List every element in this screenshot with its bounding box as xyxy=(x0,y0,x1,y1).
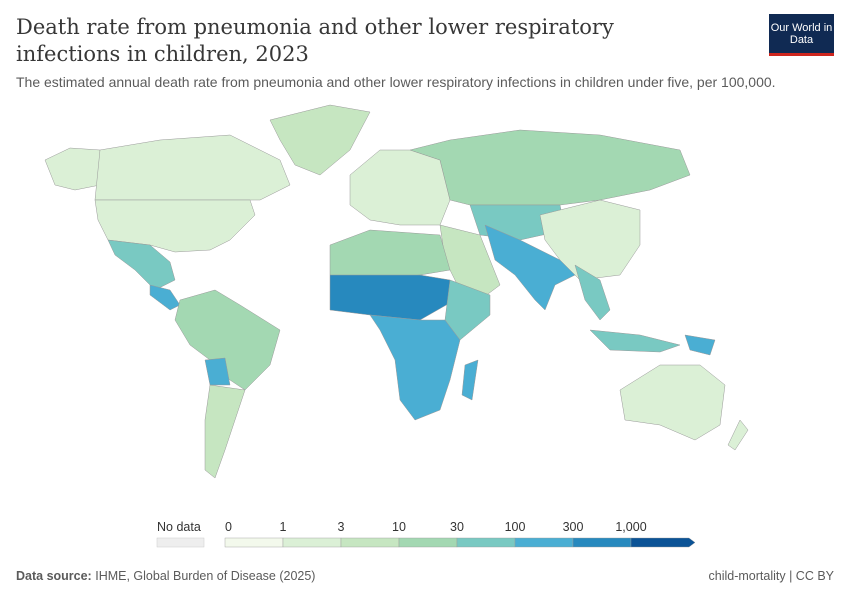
legend-bin[interactable] xyxy=(398,537,458,548)
legend-bin[interactable] xyxy=(340,537,400,548)
legend-tick-label: 0 xyxy=(225,520,232,534)
no-data-label: No data xyxy=(157,520,201,534)
data-source-label: Data source: xyxy=(16,569,92,583)
data-source-text[interactable]: IHME, Global Burden of Disease (2025) xyxy=(95,569,316,583)
region-australia xyxy=(619,364,726,441)
legend-bin[interactable] xyxy=(514,537,574,548)
region-alaska xyxy=(44,147,101,191)
legend-bin[interactable] xyxy=(282,537,342,548)
region-central-america xyxy=(149,284,181,311)
region-new-zealand xyxy=(727,419,749,451)
legend-tick-label: 30 xyxy=(450,520,464,534)
region-usa xyxy=(94,199,256,253)
region-sahel xyxy=(329,274,456,321)
legend-bin[interactable] xyxy=(224,537,284,548)
region-central-africa xyxy=(369,314,461,421)
region-canada xyxy=(94,134,291,201)
legend-bin[interactable] xyxy=(572,537,632,548)
data-source: Data source: IHME, Global Burden of Dise… xyxy=(16,569,315,583)
region-madagascar xyxy=(461,359,479,401)
owid-logo[interactable]: Our World in Data xyxy=(769,14,834,56)
legend-bin[interactable] xyxy=(456,537,516,548)
legend-tick-label: 1,000 xyxy=(615,520,646,534)
region-europe xyxy=(349,149,451,226)
chart-slug-license[interactable]: child-mortality | CC BY xyxy=(708,569,835,583)
region-southeast-asia xyxy=(574,264,611,321)
chart-subtitle: The estimated annual death rate from pne… xyxy=(16,74,776,90)
region-indonesia xyxy=(589,329,681,353)
legend: No data 0 1 3 10 30 100 300 1,000 xyxy=(156,520,696,548)
legend-tick-label: 100 xyxy=(505,520,526,534)
region-north-africa xyxy=(329,229,451,281)
region-greenland xyxy=(269,104,371,176)
legend-tick-label: 3 xyxy=(338,520,345,534)
region-horn-africa xyxy=(444,279,491,341)
region-mexico xyxy=(107,239,176,291)
region-china xyxy=(539,199,641,281)
chart-title: Death rate from pneumonia and other lowe… xyxy=(16,15,614,66)
no-data-swatch xyxy=(156,537,205,548)
region-south-america-south xyxy=(204,384,246,479)
legend-bin[interactable] xyxy=(630,537,696,548)
region-png xyxy=(684,334,716,356)
region-south-asia xyxy=(484,224,576,311)
legend-tick-label: 10 xyxy=(392,520,406,534)
legend-tick-label: 1 xyxy=(280,520,287,534)
legend-tick-label: 300 xyxy=(563,520,584,534)
region-bolivia xyxy=(204,357,231,386)
world-map[interactable] xyxy=(0,100,850,510)
region-russia xyxy=(409,129,691,206)
